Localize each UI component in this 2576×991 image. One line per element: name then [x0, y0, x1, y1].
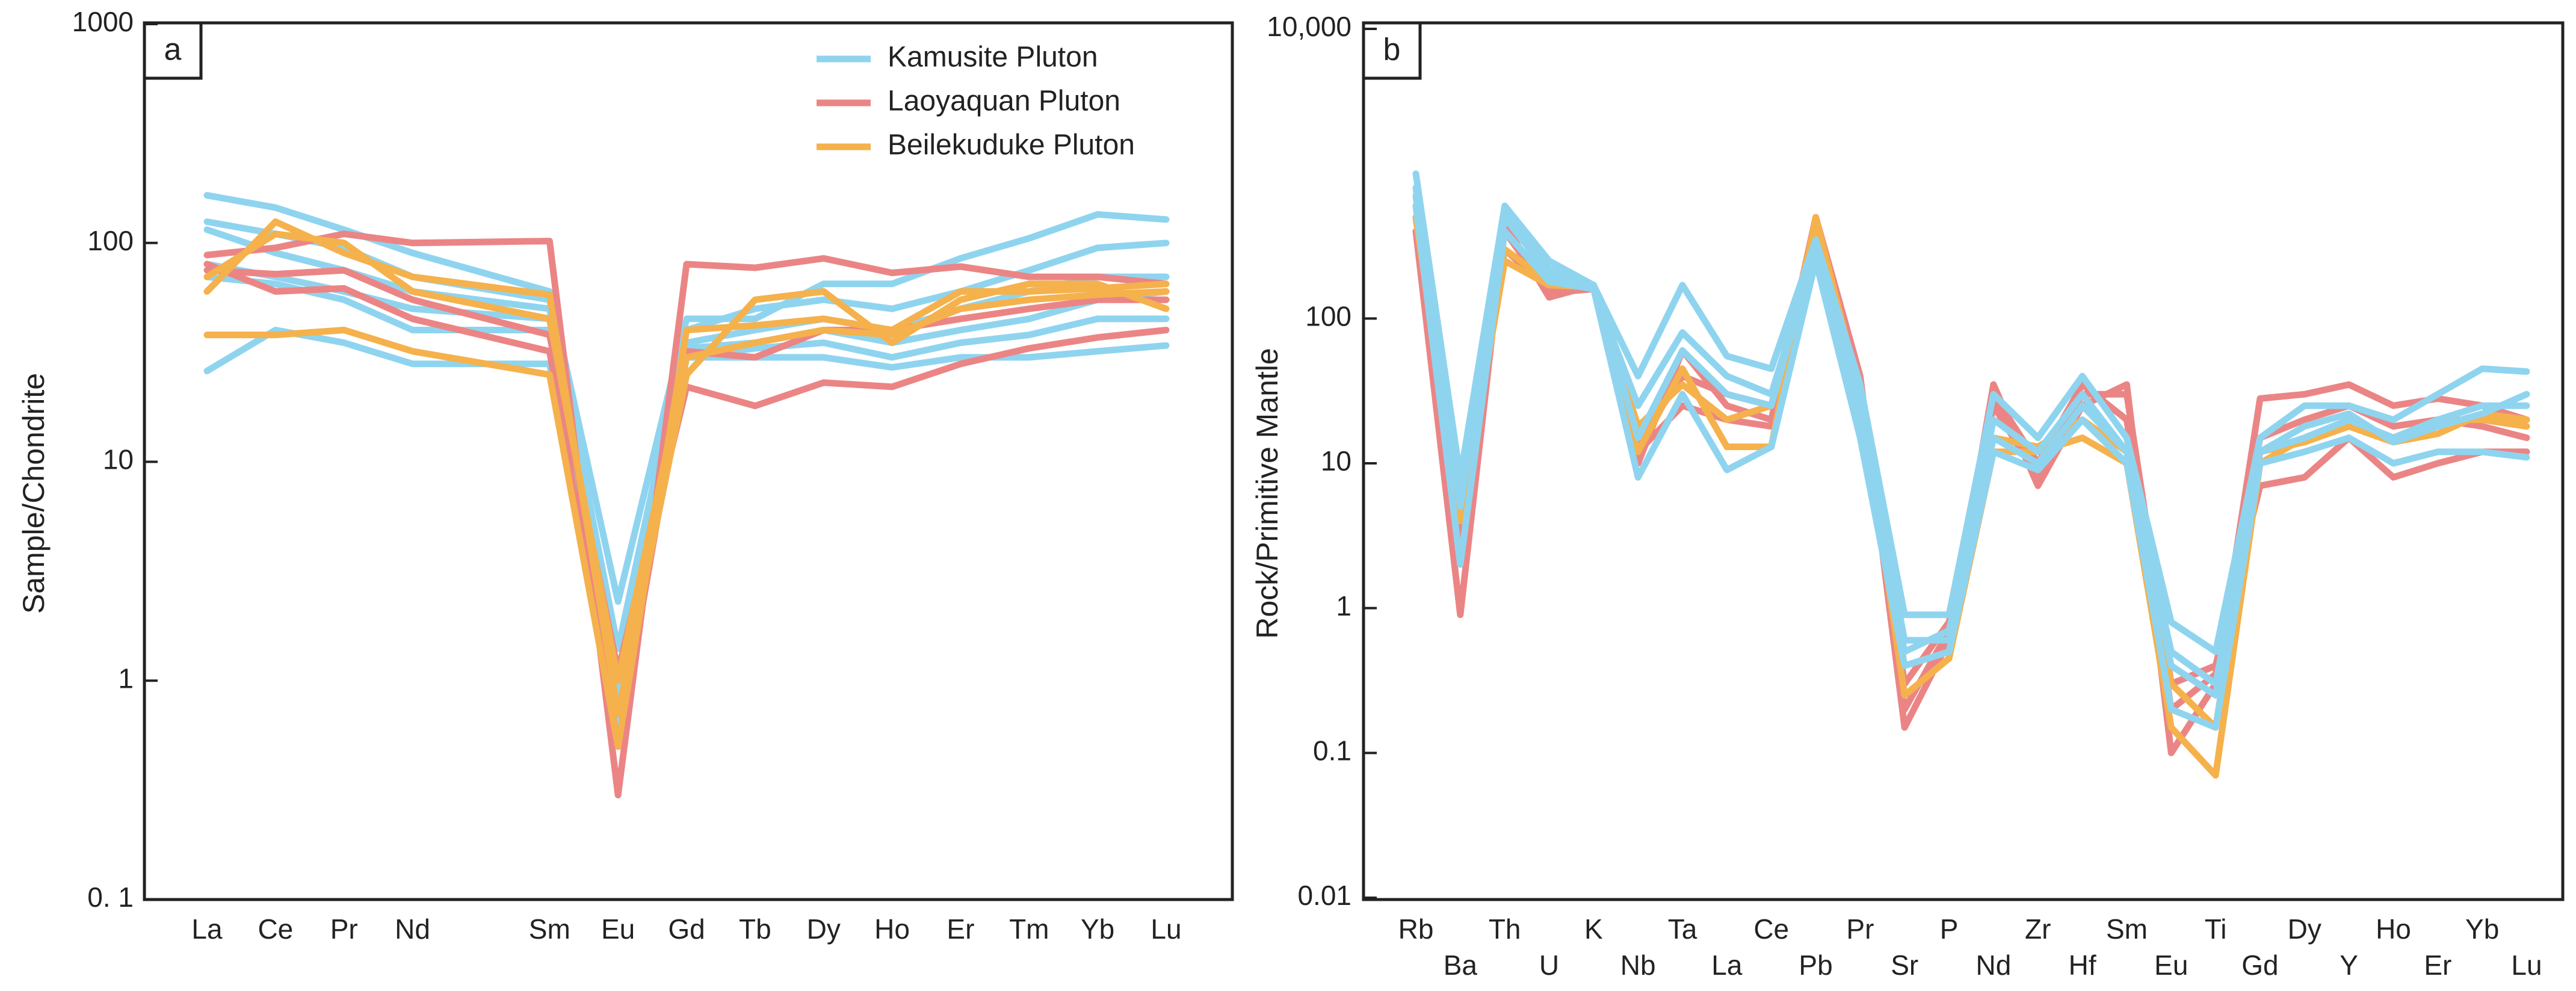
x-tick-label: Sm: [529, 913, 570, 945]
y-tick-label: 1000: [72, 6, 134, 37]
x-tick-label: Ba: [1444, 949, 1478, 981]
y-tick-label: 10: [1321, 445, 1351, 477]
x-tick-label: Er: [947, 913, 974, 945]
x-tick-label: Eu: [601, 913, 635, 945]
x-tick-label: Ta: [1668, 913, 1697, 945]
series-line: [203, 218, 1170, 718]
x-tick-label: Ce: [1753, 913, 1789, 945]
legend-label: Kamusite Pluton: [888, 42, 1098, 73]
x-tick-label: Yb: [1081, 913, 1114, 945]
panel-letter: a: [164, 32, 182, 67]
x-tick-label: Gd: [2241, 949, 2278, 981]
x-tick-label: Tm: [1009, 913, 1049, 945]
panel: 0.01 0.1 1 10 100 10,000 Rb Ba Th UK Nb Ta La Ce Pb Pr S…: [1250, 11, 2565, 981]
series-line: [203, 280, 1170, 750]
x-tick-label: Ce: [258, 913, 293, 945]
series-line: [203, 230, 1170, 684]
legend-label: Beilekuduke Pluton: [888, 129, 1135, 161]
x-tick-label: Sr: [1891, 949, 1918, 981]
x-tick-label: Sm: [2106, 913, 2148, 945]
y-axis-title: Rock/Primitive Mantle: [1250, 348, 1284, 638]
x-tick-label: Th: [1489, 913, 1521, 945]
y-tick-label: 1: [1336, 590, 1351, 622]
panel-letter-box: [143, 21, 203, 80]
series-line: [1412, 214, 2530, 756]
x-tick-label: Pr: [330, 913, 358, 945]
series-line: [203, 230, 1170, 798]
x-tick-label: P: [1940, 913, 1959, 945]
x-tick-label: Nb: [1620, 949, 1656, 981]
x-tick-label: Y: [2340, 949, 2358, 981]
x-tick-label: Lu: [1151, 913, 1181, 945]
panel-letter-box: [1362, 21, 1422, 80]
y-tick-label: 100: [1305, 300, 1351, 332]
x-tick-label: Pb: [1799, 949, 1832, 981]
x-tick-label: Pr: [1846, 913, 1874, 945]
x-tick-label: Nd: [1976, 949, 2012, 981]
x-tick-label: U: [1539, 949, 1559, 981]
panel: 0. 1 1 10 100 1000 La Ce Pr Nd Sm Eu Gd Tb Dy Ho Er Tm Yb…: [17, 6, 1234, 945]
x-tick-label: La: [191, 913, 223, 945]
x-tick-label: Er: [2424, 949, 2451, 981]
x-tick-label: Hf: [2069, 949, 2096, 981]
x-tick-label: Ho: [874, 913, 910, 945]
series-line: [1412, 184, 2530, 699]
y-tick-label: 0.01: [1297, 880, 1351, 911]
y-axis-title: Sample/Chondrite: [17, 373, 51, 614]
legend-label: Laoyaquan Pluton: [888, 85, 1120, 117]
plot-frame: [1362, 21, 2565, 901]
x-tick-label: K: [1584, 913, 1603, 945]
x-tick-label: Tb: [739, 913, 771, 945]
y-tick-label: 0. 1: [87, 881, 134, 913]
plot-frame: [143, 21, 1234, 901]
x-tick-label: Rb: [1398, 913, 1434, 945]
x-tick-label: Eu: [2154, 949, 2188, 981]
series-line: [203, 267, 1170, 675]
x-tick-label: Ti: [2205, 913, 2227, 945]
x-tick-label: La: [1711, 949, 1743, 981]
series-line: [203, 261, 1170, 750]
x-tick-label: Nd: [395, 913, 430, 945]
x-tick-label: Ho: [2376, 913, 2411, 945]
x-tick-label: Dy: [807, 913, 841, 945]
x-tick-label: Lu: [2511, 949, 2542, 981]
y-tick-label: 10,000: [1267, 11, 1351, 42]
y-tick-label: 100: [87, 225, 134, 256]
x-tick-label: Dy: [2288, 913, 2321, 945]
y-tick-label: 1: [118, 662, 134, 694]
x-tick-label: Zr: [2025, 913, 2051, 945]
series-line: [1412, 193, 2530, 687]
y-tick-label: 0.1: [1313, 735, 1351, 766]
x-tick-label: Gd: [668, 913, 705, 945]
y-tick-label: 10: [103, 444, 134, 475]
panel-letter: b: [1383, 32, 1401, 67]
x-tick-label: Yb: [2465, 913, 2499, 945]
